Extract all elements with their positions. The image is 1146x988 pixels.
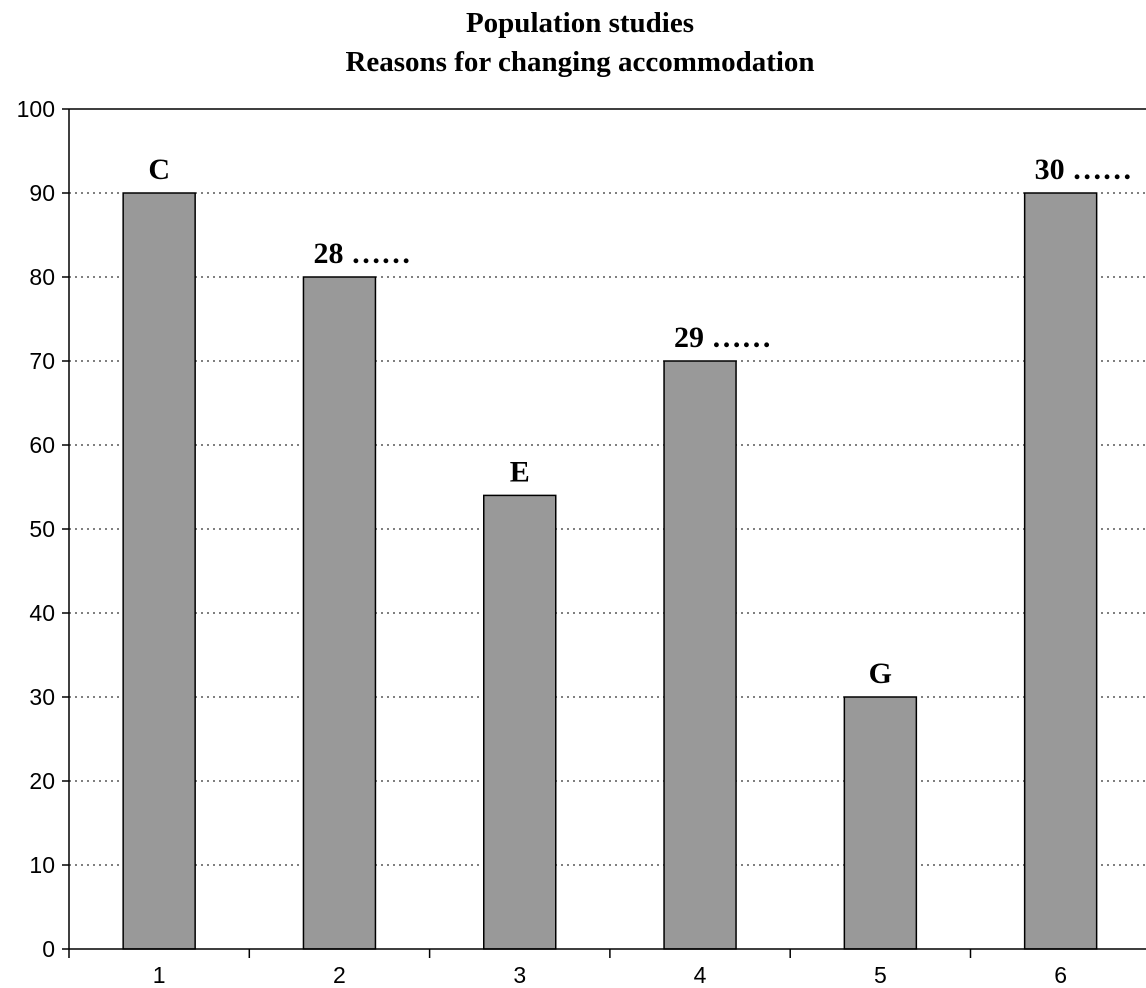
bar: [843, 696, 918, 950]
y-tick-label: 50: [29, 516, 55, 542]
y-tick-label: 100: [17, 96, 55, 122]
bar: [1023, 192, 1098, 950]
bar: [663, 360, 737, 950]
y-tick-label: 10: [29, 852, 55, 878]
bar-label: 28 ……: [313, 237, 411, 270]
x-tick-label: 3: [513, 962, 526, 988]
x-tick-label: 4: [694, 962, 707, 988]
x-tick-label: 1: [153, 962, 166, 988]
chart-subtitle: Reasons for changing accommodation: [345, 46, 814, 78]
bars: [122, 192, 1098, 950]
bar: [122, 192, 196, 950]
y-tick-label: 40: [29, 600, 55, 626]
bar-label: E: [510, 455, 530, 488]
y-tick-label: 80: [29, 264, 55, 290]
y-tick-label: 20: [29, 768, 55, 794]
labels: 0 10 20 30 40 50 60 70 80 90 100 C 1 28 …… 2 E 3 29 …… 4 G 5…: [17, 96, 1133, 988]
bar: [302, 276, 377, 950]
axes: [62, 108, 1146, 958]
x-tick-label: 2: [333, 962, 346, 988]
bar-label: 30 ……: [1035, 153, 1133, 186]
chart-title: Population studies: [466, 7, 694, 39]
y-tick-label: 30: [29, 684, 55, 710]
gridlines: [69, 192, 1146, 866]
bar: [483, 494, 557, 950]
bar-label: C: [148, 153, 170, 186]
y-tick-label: 60: [29, 432, 55, 458]
bar-label: G: [869, 657, 892, 690]
x-tick-label: 6: [1054, 962, 1067, 988]
x-tick-label: 5: [874, 962, 887, 988]
bar-label: 29 ……: [674, 321, 772, 354]
y-tick-label: 70: [29, 348, 55, 374]
y-tick-label: 0: [42, 936, 55, 962]
y-tick-label: 90: [29, 180, 55, 206]
